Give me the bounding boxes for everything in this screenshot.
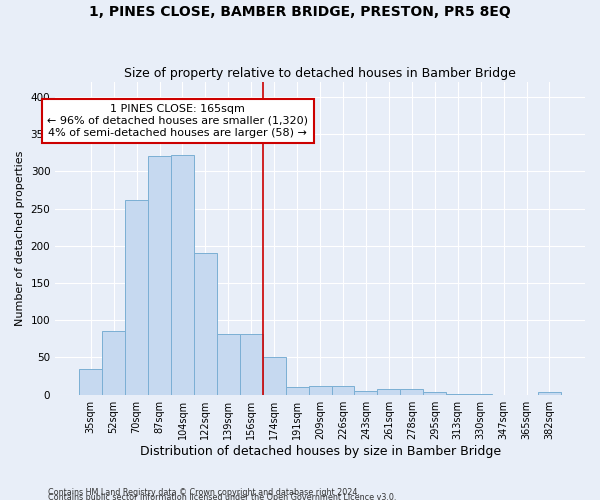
X-axis label: Distribution of detached houses by size in Bamber Bridge: Distribution of detached houses by size … xyxy=(140,444,500,458)
Bar xyxy=(377,389,400,394)
Bar xyxy=(240,334,263,394)
Bar xyxy=(171,155,194,394)
Bar xyxy=(400,389,423,394)
Text: 1, PINES CLOSE, BAMBER BRIDGE, PRESTON, PR5 8EQ: 1, PINES CLOSE, BAMBER BRIDGE, PRESTON, … xyxy=(89,5,511,19)
Bar xyxy=(263,356,286,395)
Bar xyxy=(538,392,561,394)
Y-axis label: Number of detached properties: Number of detached properties xyxy=(15,150,25,326)
Bar xyxy=(355,391,377,394)
Text: Contains public sector information licensed under the Open Government Licence v3: Contains public sector information licen… xyxy=(48,492,397,500)
Bar xyxy=(332,386,355,394)
Bar xyxy=(125,200,148,394)
Bar xyxy=(308,386,332,394)
Text: Contains HM Land Registry data © Crown copyright and database right 2024.: Contains HM Land Registry data © Crown c… xyxy=(48,488,360,497)
Bar xyxy=(286,388,308,394)
Bar xyxy=(102,330,125,394)
Text: 1 PINES CLOSE: 165sqm
← 96% of detached houses are smaller (1,320)
4% of semi-de: 1 PINES CLOSE: 165sqm ← 96% of detached … xyxy=(47,104,308,138)
Bar xyxy=(148,156,171,394)
Title: Size of property relative to detached houses in Bamber Bridge: Size of property relative to detached ho… xyxy=(124,66,516,80)
Bar xyxy=(217,334,240,394)
Bar xyxy=(79,368,102,394)
Bar xyxy=(194,254,217,394)
Bar xyxy=(423,392,446,394)
